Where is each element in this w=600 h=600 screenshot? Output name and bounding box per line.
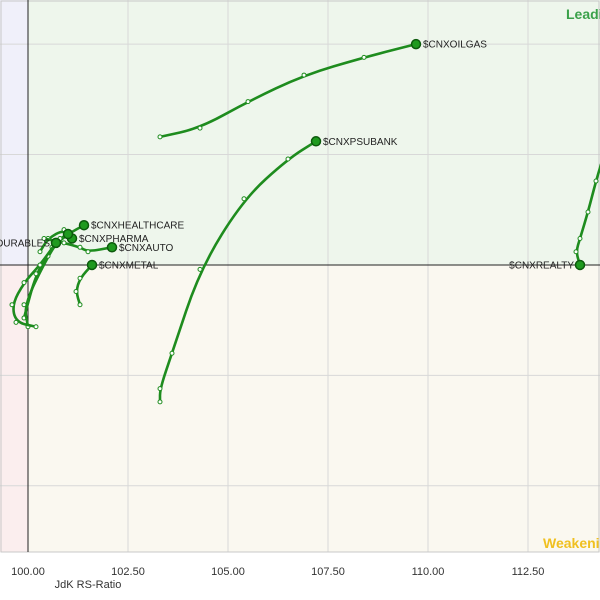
series-head	[78, 219, 90, 231]
tail-point	[157, 386, 163, 392]
tail-point	[585, 209, 591, 215]
x-tick-label: 110.00	[412, 566, 445, 578]
series-head	[574, 259, 586, 271]
series-label: $CNXMETAL	[99, 260, 159, 271]
series-head	[62, 228, 74, 240]
tail-point	[593, 178, 599, 184]
x-axis-title: JdK RS-Ratio	[55, 579, 122, 591]
quadrant-improving	[0, 0, 28, 265]
series-tail	[158, 140, 318, 404]
grid-lines	[0, 0, 600, 553]
tail-point	[61, 240, 67, 246]
tail-point	[169, 350, 175, 356]
tail-point	[285, 156, 291, 162]
series-head	[410, 38, 422, 50]
x-tick-labels: 100.00 102.50 105.00 107.50 110.00 112.50	[11, 566, 544, 578]
x-tick-label: 112.50	[512, 566, 545, 578]
tail-point	[13, 319, 19, 325]
series-cnxpsubank	[157, 136, 322, 405]
tail-point	[73, 288, 79, 294]
quadrant-backgrounds	[0, 0, 600, 552]
tail-point	[361, 54, 367, 60]
tail-point	[37, 262, 43, 268]
tail-point	[33, 324, 39, 330]
tail-point	[197, 125, 203, 131]
series-label: $CNXREALTY	[509, 260, 574, 271]
x-tick-label: 107.50	[311, 566, 345, 578]
x-tick-label: 102.50	[111, 566, 145, 578]
series-label: $CNXPHARMA	[79, 234, 149, 245]
quadrant-label-leading: Leading	[566, 6, 600, 22]
series-cnxconsumerdurables	[9, 237, 62, 330]
series-cnxmetal	[73, 259, 98, 308]
series-tail	[158, 42, 418, 139]
tail-point	[241, 196, 247, 202]
tail-point	[197, 266, 203, 272]
quadrant-label-weakening: Weakening	[543, 535, 600, 551]
plot-border	[0, 0, 600, 553]
series-label: $CNXAUTO	[119, 243, 173, 254]
tail-point	[77, 275, 83, 281]
series-cnxauto	[41, 235, 118, 255]
series-cnxoilgas	[157, 38, 422, 140]
tail-point	[301, 72, 307, 78]
series-head	[106, 242, 118, 253]
series-label: $CNXHEALTHCARE	[91, 221, 184, 232]
series-head	[310, 136, 322, 147]
series-label: $CNXOILGAS	[423, 40, 487, 51]
tail-point	[21, 280, 27, 286]
tail-point	[37, 249, 43, 255]
series-layer	[9, 38, 600, 405]
label-layer: Leading Weakening $CNXOILGAS $CNXPSUBANK $CN…	[0, 6, 600, 551]
series-head	[86, 259, 98, 271]
tail-point	[77, 244, 83, 250]
tail-point	[21, 302, 27, 308]
tail-point	[157, 134, 163, 140]
series-cnxrealty	[573, 163, 600, 271]
x-tick-label: 100.00	[11, 566, 45, 578]
x-tick-label: 105.00	[211, 566, 245, 578]
series-head	[50, 237, 62, 249]
tail-point	[157, 399, 163, 405]
series-label: $CNXCONSUMERDURABLES	[0, 238, 50, 249]
tail-point	[9, 302, 15, 308]
series-tail	[12, 241, 58, 329]
tail-point	[577, 235, 583, 241]
tail-point	[41, 235, 47, 241]
tail-point	[245, 99, 251, 105]
series-label: $CNXPSUBANK	[323, 137, 398, 148]
tail-point	[85, 249, 91, 255]
center-axes	[0, 0, 600, 552]
tail-point	[77, 302, 83, 308]
quadrant-weakening	[28, 264, 600, 552]
tail-point	[573, 249, 579, 255]
